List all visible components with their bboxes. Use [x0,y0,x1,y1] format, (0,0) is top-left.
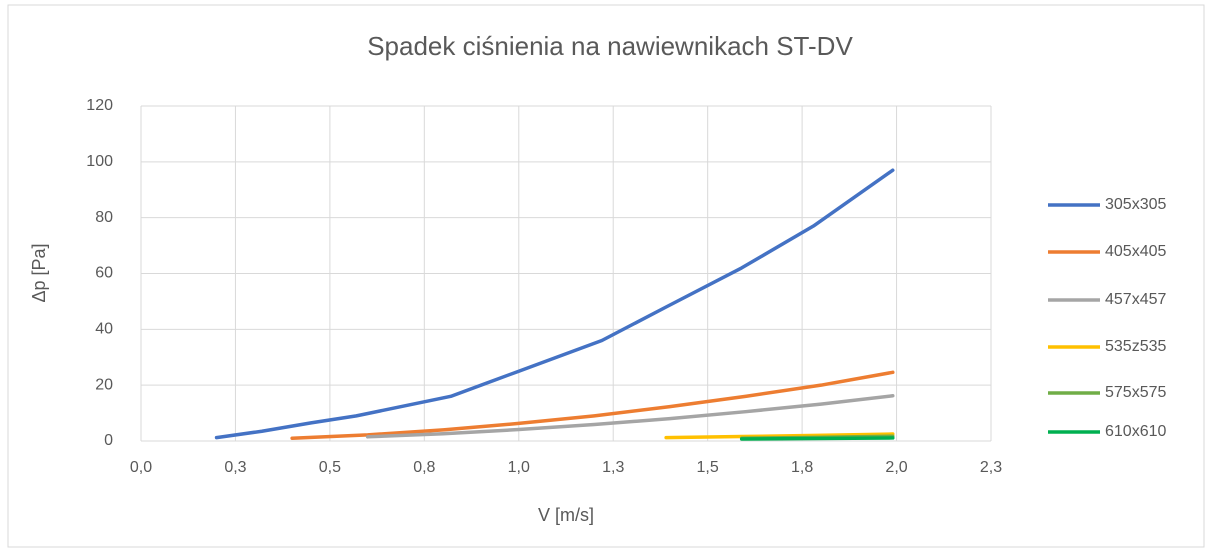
chart-title: Spadek ciśnienia na nawiewnikach ST-DV [367,31,853,61]
y-tick-label: 60 [95,265,113,282]
legend-label: 457x457 [1105,291,1166,308]
x-axis-label: V [m/s] [538,505,594,525]
x-tick-label: 0,8 [413,459,435,476]
legend-label: 610x610 [1105,423,1166,440]
y-tick-label: 100 [86,153,113,170]
y-axis-label: Δp [Pa] [29,243,49,302]
legend-label: 305x305 [1105,196,1166,213]
x-tick-label: 1,8 [791,459,813,476]
x-tick-label: 0,5 [319,459,341,476]
legend-label: 405x405 [1105,243,1166,260]
x-tick-label: 0,0 [130,459,152,476]
x-tick-label: 2,3 [980,459,1002,476]
y-tick-label: 80 [95,209,113,226]
y-tick-label: 40 [95,321,113,338]
x-tick-label: 0,3 [224,459,246,476]
series-line [290,370,895,440]
chart-frame [7,4,1205,548]
legend-label: 575x575 [1105,384,1166,401]
y-tick-label: 0 [104,432,113,449]
series-line [365,394,895,439]
y-tick-label: 120 [86,97,113,114]
x-tick-label: 1,3 [602,459,624,476]
x-tick-label: 1,0 [508,459,530,476]
legend-label: 535z535 [1105,338,1166,355]
series-line [664,432,895,440]
series-line [214,168,895,440]
x-tick-label: 1,5 [697,459,719,476]
x-tick-label: 2,0 [885,459,907,476]
y-tick-label: 20 [95,376,113,393]
series-line [739,436,895,441]
